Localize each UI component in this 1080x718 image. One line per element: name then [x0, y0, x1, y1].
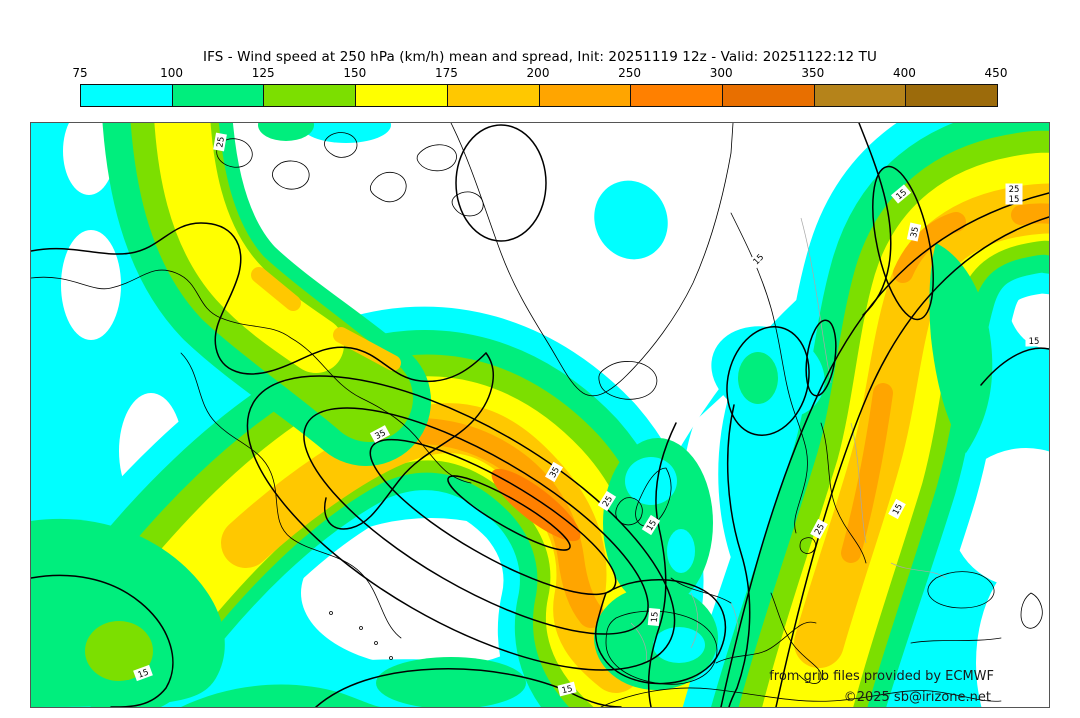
contour-label: 15 [133, 664, 153, 682]
contour-label: 15 [888, 498, 906, 520]
svg-text:15: 15 [645, 518, 659, 532]
colorbar-segment [539, 85, 632, 106]
svg-text:35: 35 [909, 226, 921, 239]
svg-text:15: 15 [1009, 195, 1020, 205]
attribution-copyright: ©2025 sb@irizone.net [843, 690, 991, 705]
colorbar-segment [631, 85, 723, 106]
colorbar-tick-label: 75 [72, 66, 88, 80]
svg-text:35: 35 [373, 428, 387, 442]
svg-text:15: 15 [137, 668, 151, 681]
colorbar-tick-label: 175 [434, 66, 458, 80]
svg-text:25: 25 [813, 522, 827, 536]
svg-text:25: 25 [215, 136, 227, 148]
svg-text:15: 15 [561, 684, 574, 696]
svg-text:15: 15 [891, 502, 905, 516]
contour-label: 35 [544, 461, 564, 483]
contour-label: 15 [1025, 335, 1043, 347]
colorbar-tick-label: 450 [984, 66, 1008, 80]
contour-label: 25 [213, 132, 227, 152]
colorbar-tick-label: 200 [526, 66, 550, 80]
contour-label: 15 [557, 681, 577, 697]
svg-text:25: 25 [1009, 185, 1020, 195]
map-area: 25 35 35 25 15 15 15 15 15 25 15 35 15 25 15 15 from gr… [30, 122, 1050, 708]
colorbar-tick-label: 150 [343, 66, 367, 80]
colorbar-segment [172, 85, 265, 106]
colorbar-tick-label: 300 [709, 66, 733, 80]
colorbar-segment [906, 85, 998, 106]
contour-label: 35 [369, 425, 391, 443]
contour-label: 15 [641, 514, 661, 536]
colorbar-tick-label: 250 [618, 66, 642, 80]
colorbar-tick-label: 400 [892, 66, 916, 80]
contour-label: 15 [647, 608, 661, 626]
colorbar-segment [722, 85, 815, 106]
colorbar-segment [356, 85, 448, 106]
svg-text:35: 35 [548, 465, 562, 479]
svg-text:15: 15 [1029, 337, 1040, 347]
attribution-source: from grib files provided by ECMWF [769, 669, 994, 684]
secondary-wind-regions [31, 180, 993, 707]
contour-label: 25 [597, 490, 617, 512]
colorbar-segment [814, 85, 907, 106]
spread-contours [31, 123, 1049, 707]
contour-label: 25 [810, 518, 828, 540]
contour-label: 15 [1005, 193, 1023, 205]
colorbar-tick-label: 350 [801, 66, 825, 80]
contour-label: 25 [1005, 183, 1023, 195]
colorbar-segment [447, 85, 540, 106]
chart-title: IFS - Wind speed at 250 hPa (km/h) mean … [203, 49, 877, 65]
svg-text:15: 15 [650, 611, 661, 623]
colorbar-tick-label: 100 [160, 66, 184, 80]
colorbar [80, 84, 998, 107]
contour-label: 15 [748, 249, 768, 269]
colorbar-tick-row: 75 100 125 150 175 200 250 300 350 400 450 [0, 66, 1080, 80]
colorbar-segment [81, 85, 173, 106]
colorbar-segment [264, 85, 357, 106]
contour-label: 35 [906, 222, 921, 242]
svg-text:25: 25 [601, 494, 615, 508]
colorbar-tick-label: 125 [251, 66, 275, 80]
labrador-jet-bands [102, 123, 431, 466]
